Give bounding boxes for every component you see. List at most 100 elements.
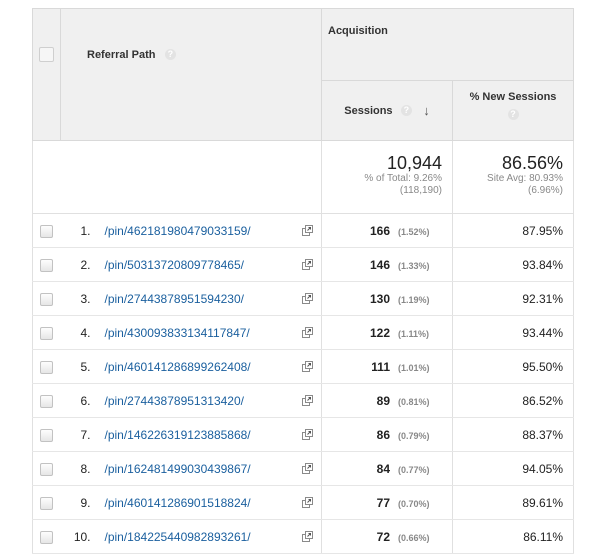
- row-number: 4.: [80, 325, 91, 340]
- referral-path-link[interactable]: /pin/146226319123885868/: [104, 427, 251, 442]
- sessions-label: Sessions: [344, 104, 393, 117]
- help-icon[interactable]: ?: [507, 109, 519, 121]
- sessions-value: 86: [376, 427, 390, 442]
- row-number: 10.: [73, 529, 91, 544]
- open-in-new-window-icon[interactable]: [302, 258, 313, 270]
- sessions-percent: (1.33%): [398, 260, 430, 271]
- referral-path-link[interactable]: /pin/162481499030439867/: [104, 461, 251, 476]
- row-number: 6.: [80, 393, 91, 408]
- row-number: 8.: [80, 461, 91, 476]
- sessions-value: 77: [376, 495, 390, 510]
- row-checkbox[interactable]: [40, 496, 54, 510]
- help-icon[interactable]: ?: [400, 105, 412, 117]
- table-row: 10. /pin/184225440982893261/ 72 (0.66%) 86…: [32, 519, 575, 554]
- referral-report-table: Referral Path ? Acquisition Sessions ? ↓…: [32, 7, 575, 554]
- row-checkbox[interactable]: [40, 326, 54, 340]
- new-sessions-value: 89.61%: [452, 485, 575, 520]
- select-all-checkbox[interactable]: [39, 47, 54, 63]
- open-in-new-window-icon[interactable]: [302, 428, 313, 440]
- acquisition-label: Acquisition: [328, 25, 388, 37]
- new-sessions-value: 95.50%: [452, 349, 575, 384]
- referral-path-link[interactable]: /pin/460141286899262408/: [104, 359, 251, 374]
- row-checkbox[interactable]: [40, 462, 54, 476]
- referral-path-link[interactable]: /pin/27443878951594230/: [104, 291, 244, 306]
- sessions-value: 122: [369, 325, 390, 340]
- new-sessions-value: 87.95%: [452, 213, 575, 248]
- new-sessions-value: 92.31%: [452, 281, 575, 316]
- open-in-new-window-icon[interactable]: [302, 360, 313, 372]
- new-sessions-site-avg: Site Avg: 80.93%: [487, 173, 564, 184]
- new-sessions-value: 93.44%: [452, 315, 575, 350]
- referral-path-link[interactable]: /pin/50313720809778465/: [104, 257, 244, 272]
- new-sessions-value: 88.37%: [452, 417, 575, 452]
- open-in-new-window-icon[interactable]: [302, 394, 313, 406]
- sessions-percent: (1.52%): [398, 226, 430, 237]
- new-sessions-summary: 86.56% Site Avg: 80.93% (6.96%): [451, 140, 575, 214]
- table-row: 1. /pin/462181980479033159/ 166 (1.52%) 87…: [32, 213, 575, 248]
- acquisition-group-header: Acquisition: [320, 7, 575, 82]
- new-sessions-label: % New Sessions: [469, 91, 557, 104]
- row-checkbox[interactable]: [40, 530, 54, 544]
- table-body: 1. /pin/462181980479033159/ 166 (1.52%) 87…: [32, 213, 575, 554]
- row-number: 2.: [80, 257, 91, 272]
- sessions-percent: (1.19%): [398, 294, 430, 305]
- table-row: 4. /pin/430093833134117847/ 122 (1.11%) 93…: [32, 315, 575, 350]
- table-row: 8. /pin/162481499030439867/ 84 (0.77%) 94.…: [32, 451, 575, 486]
- table-row: 5. /pin/460141286899262408/ 111 (1.01%) 95…: [32, 349, 575, 384]
- new-sessions-value: 93.84%: [452, 247, 575, 282]
- new-sessions-value: 86.11%: [452, 519, 575, 554]
- table-row: 3. /pin/27443878951594230/ 130 (1.19%) 92.…: [32, 281, 575, 316]
- row-number: 7.: [80, 427, 91, 442]
- new-sessions-value: 94.05%: [452, 451, 575, 486]
- sessions-value: 84: [376, 461, 390, 476]
- sessions-percent-of-total: % of Total: 9.26%: [364, 173, 442, 184]
- row-checkbox[interactable]: [40, 258, 54, 272]
- sessions-total: 10,944: [386, 153, 442, 173]
- select-all-cell: [32, 8, 61, 141]
- sessions-header[interactable]: Sessions ? ↓: [321, 80, 453, 141]
- row-number: 1.: [80, 223, 91, 238]
- row-checkbox[interactable]: [40, 394, 54, 408]
- referral-path-link[interactable]: /pin/184225440982893261/: [104, 529, 251, 544]
- open-in-new-window-icon[interactable]: [302, 496, 313, 508]
- sessions-grand-total: (118,190): [399, 185, 442, 196]
- sessions-value: 166: [369, 223, 390, 238]
- sessions-value: 146: [369, 257, 390, 272]
- referral-path-link[interactable]: /pin/27443878951313420/: [104, 393, 244, 408]
- open-in-new-window-icon[interactable]: [302, 292, 313, 304]
- new-sessions-total: 86.56%: [501, 153, 564, 173]
- sessions-value: 111: [371, 359, 390, 374]
- row-checkbox[interactable]: [40, 428, 54, 442]
- referral-path-link[interactable]: /pin/430093833134117847/: [104, 325, 250, 340]
- open-in-new-window-icon[interactable]: [302, 462, 313, 474]
- referral-path-label: Referral Path: [87, 48, 156, 61]
- sessions-value: 72: [376, 529, 390, 544]
- help-icon[interactable]: ?: [164, 49, 176, 61]
- row-number: 9.: [80, 495, 91, 510]
- row-checkbox[interactable]: [40, 360, 54, 374]
- table-row: 7. /pin/146226319123885868/ 86 (0.79%) 88.…: [32, 417, 575, 452]
- open-in-new-window-icon[interactable]: [302, 326, 313, 338]
- open-in-new-window-icon[interactable]: [302, 530, 313, 542]
- referral-path-header[interactable]: Referral Path ?: [60, 8, 322, 141]
- sessions-percent: (0.81%): [398, 396, 430, 407]
- sessions-value: 130: [369, 291, 390, 306]
- referral-path-link[interactable]: /pin/462181980479033159/: [104, 223, 251, 238]
- sessions-percent: (1.01%): [398, 362, 430, 373]
- new-sessions-delta: (6.96%): [528, 185, 564, 196]
- new-sessions-header[interactable]: % New Sessions ?: [451, 80, 575, 141]
- referral-path-link[interactable]: /pin/460141286901518824/: [104, 495, 251, 510]
- sessions-percent: (1.11%): [398, 328, 430, 339]
- sessions-summary: 10,944 % of Total: 9.26% (118,190): [321, 140, 453, 214]
- open-in-new-window-icon[interactable]: [302, 224, 313, 236]
- sessions-percent: (0.66%): [398, 532, 430, 543]
- row-checkbox[interactable]: [40, 292, 54, 306]
- sessions-percent: (0.79%): [398, 430, 430, 441]
- summary-row: 10,944 % of Total: 9.26% (118,190) 86.56…: [32, 140, 575, 214]
- row-number: 3.: [80, 291, 91, 306]
- row-checkbox[interactable]: [40, 224, 54, 238]
- table-row: 9. /pin/460141286901518824/ 77 (0.70%) 89.…: [32, 485, 575, 520]
- sort-descending-icon[interactable]: ↓: [423, 103, 430, 119]
- row-number: 5.: [80, 359, 91, 374]
- sessions-percent: (0.70%): [398, 498, 430, 509]
